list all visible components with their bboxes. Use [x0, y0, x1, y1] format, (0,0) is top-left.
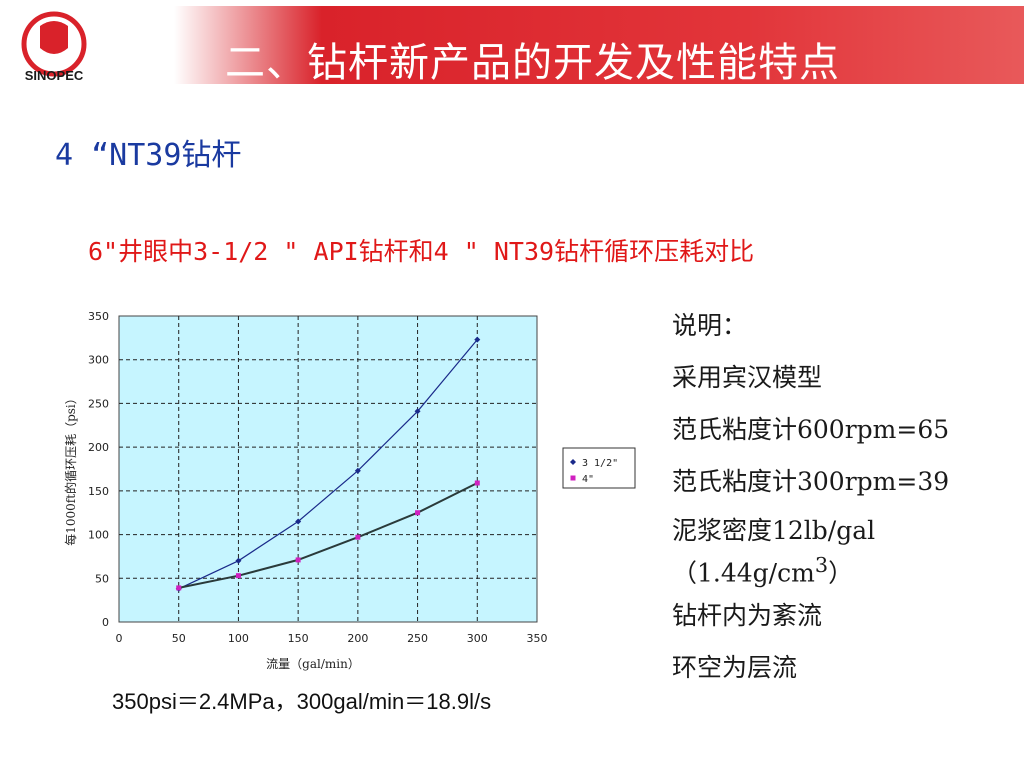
pressure-loss-chart: 0 50 100 150 200 250 300 350 0 50 100 150 200 250 300 3… [63, 310, 636, 671]
title-banner [100, 6, 1024, 84]
legend-label: 3 1/2" [582, 458, 618, 469]
y-tick-label: 100 [88, 529, 109, 542]
y-tick-label: 300 [88, 354, 109, 367]
series-4-inch-marker [474, 480, 480, 486]
note-fann-600: 范氏粘度计600rpm=65 [672, 415, 950, 444]
x-tick-label: 150 [288, 632, 309, 645]
chart-legend: 3 1/2" 4" [562, 447, 636, 489]
x-tick-label: 300 [467, 632, 488, 645]
x-tick-label: 0 [116, 632, 123, 645]
series-3-5-inch-marker [354, 467, 361, 474]
sinopec-logo: SINOPEC [21, 11, 87, 83]
note-fann-300: 范氏粘度计300rpm=39 [672, 467, 950, 496]
plot-area [118, 315, 538, 623]
y-tick-label: 200 [88, 441, 109, 454]
header: SINOPEC 二、钻杆新产品的开发及性能特点 [0, 0, 1024, 88]
unit-conversion: 350psi＝2.4MPa，300gal/min＝18.9l/s [112, 689, 492, 714]
svg-text:SINOPEC: SINOPEC [25, 68, 84, 83]
series-4-inch-line [178, 482, 478, 589]
y-tick-label: 350 [88, 310, 109, 323]
series-4-inch-marker [235, 573, 241, 579]
series-4-inch-marker [355, 534, 361, 540]
legend-marker [570, 475, 576, 481]
note-flow-annulus: 环空为层流 [672, 653, 798, 682]
x-tick-label: 50 [172, 632, 186, 645]
page-title: 二、钻杆新产品的开发及性能特点 [225, 40, 840, 86]
y-tick-label: 0 [102, 616, 109, 629]
section-subtitle: 4 “NT39钻杆 [55, 138, 242, 173]
y-tick-label: 250 [88, 397, 109, 410]
series-3-5-inch-marker [474, 336, 481, 343]
legend-marker [570, 459, 576, 465]
x-tick-label: 100 [228, 632, 249, 645]
legend-box [562, 447, 636, 489]
series-3-5-inch-marker [295, 518, 302, 525]
x-tick-label: 200 [347, 632, 368, 645]
series-3-5-inch-line [178, 339, 478, 590]
series-3-5-inch-marker [414, 408, 421, 415]
note-density-line1: 泥浆密度12lb/gal [672, 516, 876, 545]
note-density-sup: 3 [814, 553, 829, 577]
series-4-inch-marker [295, 557, 301, 563]
notes-panel: 说明： 采用宾汉模型 范氏粘度计600rpm=65 范氏粘度计300rpm=39… [672, 306, 1002, 700]
series-4-inch-marker [176, 585, 182, 591]
note-density-line2-prefix: （1.44g/cm [672, 558, 815, 588]
series-3-5-inch-marker [235, 557, 242, 564]
x-tick-label: 250 [407, 632, 428, 645]
y-axis-label: 每1000ft的循环压耗（psi） [63, 392, 78, 545]
y-tick-label: 150 [88, 485, 109, 498]
note-model: 采用宾汉模型 [672, 363, 823, 392]
x-axis-label: 流量（gal/min） [266, 657, 360, 671]
chart-title: 6"井眼中3-1/2 " API钻杆和4 " NT39钻杆循环压耗对比 [88, 237, 755, 266]
note-flow-inside: 钻杆内为紊流 [672, 601, 823, 630]
note-density-line2-suffix: ） [828, 558, 854, 588]
legend-label: 4" [582, 474, 594, 485]
note-mud-density: 泥浆密度12lb/gal （1.44g/cm3） [672, 514, 1002, 596]
notes-heading: 说明： [672, 311, 748, 340]
y-tick-label: 50 [95, 572, 109, 585]
series-4-inch-marker [415, 510, 421, 516]
x-tick-label: 350 [527, 632, 548, 645]
